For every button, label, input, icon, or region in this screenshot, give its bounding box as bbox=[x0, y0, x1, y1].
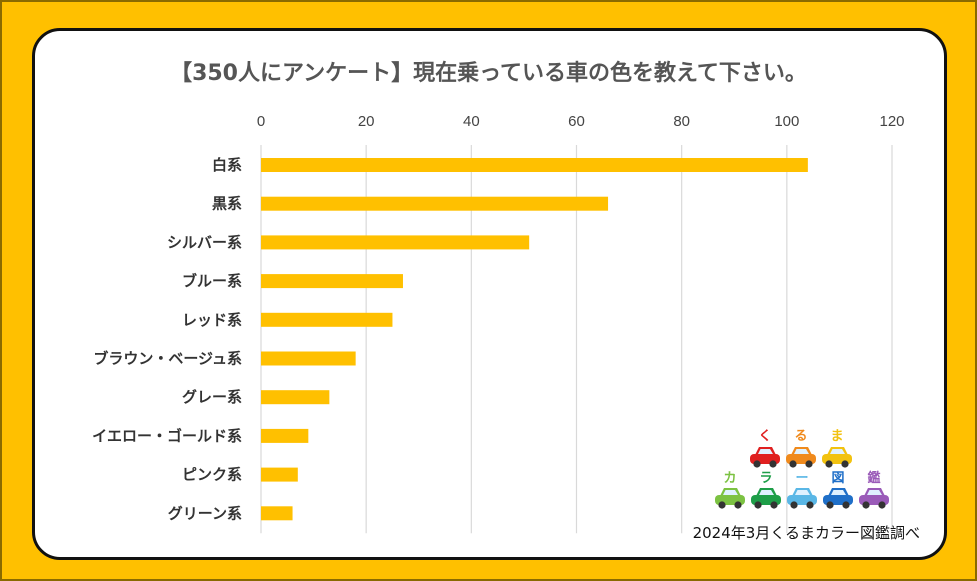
logo-char: 鑑 bbox=[867, 470, 880, 486]
category-label: 白系 bbox=[212, 156, 242, 174]
logo-char: カ bbox=[723, 471, 736, 486]
logo-char: 図 bbox=[831, 471, 844, 486]
category-label: イエロー・ゴールド系 bbox=[92, 427, 242, 445]
x-tick-label: 0 bbox=[257, 113, 265, 130]
category-label: シルバー系 bbox=[167, 233, 242, 251]
category-label: ピンク系 bbox=[182, 466, 242, 484]
bar-3 bbox=[261, 274, 403, 289]
source-note: 2024年3月くるまカラー図鑑調べ bbox=[692, 524, 920, 542]
x-tick-label: 40 bbox=[463, 113, 480, 130]
logo-car-icon bbox=[750, 447, 780, 468]
x-tick-label: 80 bbox=[673, 113, 690, 130]
category-label: ブラウン・ベージュ系 bbox=[93, 350, 242, 368]
logo-car-icon bbox=[786, 447, 816, 468]
logo-car-icon bbox=[715, 488, 745, 509]
category-label: グレー系 bbox=[182, 388, 242, 406]
bar-8 bbox=[261, 467, 298, 482]
bar-1 bbox=[261, 196, 609, 211]
logo-car-icon bbox=[823, 488, 853, 509]
logo-car-icon bbox=[859, 488, 889, 509]
logo-char: ラ bbox=[759, 471, 772, 486]
kuruma-color-zukan-logo: く る まカ ラ ー 図 鑑 bbox=[715, 429, 889, 509]
logo-char: ー bbox=[795, 471, 808, 486]
logo-char: る bbox=[794, 429, 807, 444]
bar-6 bbox=[261, 390, 330, 405]
x-tick-label: 20 bbox=[358, 113, 375, 130]
category-label: グリーン系 bbox=[168, 504, 242, 522]
category-label: 黒系 bbox=[212, 195, 242, 213]
logo-char: く bbox=[758, 429, 771, 444]
bar-5 bbox=[261, 351, 356, 366]
bar-9 bbox=[261, 506, 293, 521]
bars bbox=[261, 158, 808, 521]
x-tick-label: 60 bbox=[568, 113, 585, 130]
logo-char: ま bbox=[830, 429, 843, 444]
category-label: レッド系 bbox=[182, 311, 242, 329]
x-tick-label: 120 bbox=[879, 113, 904, 130]
category-label: ブルー系 bbox=[182, 272, 242, 290]
bar-2 bbox=[261, 235, 530, 250]
bar-7 bbox=[261, 428, 309, 443]
logo-car-icon bbox=[751, 488, 781, 509]
logo-car-icon bbox=[787, 488, 817, 509]
x-axis-ticks: 0 20 40 60 80 100 120 bbox=[257, 113, 905, 130]
x-tick-label: 100 bbox=[774, 113, 799, 130]
chart-card bbox=[32, 28, 947, 560]
bar-0 bbox=[261, 158, 808, 172]
chart-title: 【350人にアンケート】現在乗っている車の色を教えて下さい。 bbox=[170, 61, 807, 86]
bar-4 bbox=[261, 312, 393, 327]
category-labels: 白系黒系シルバー系ブルー系レッド系ブラウン・ベージュ系グレー系イエロー・ゴールド… bbox=[92, 156, 242, 522]
logo-car-icon bbox=[822, 447, 852, 468]
